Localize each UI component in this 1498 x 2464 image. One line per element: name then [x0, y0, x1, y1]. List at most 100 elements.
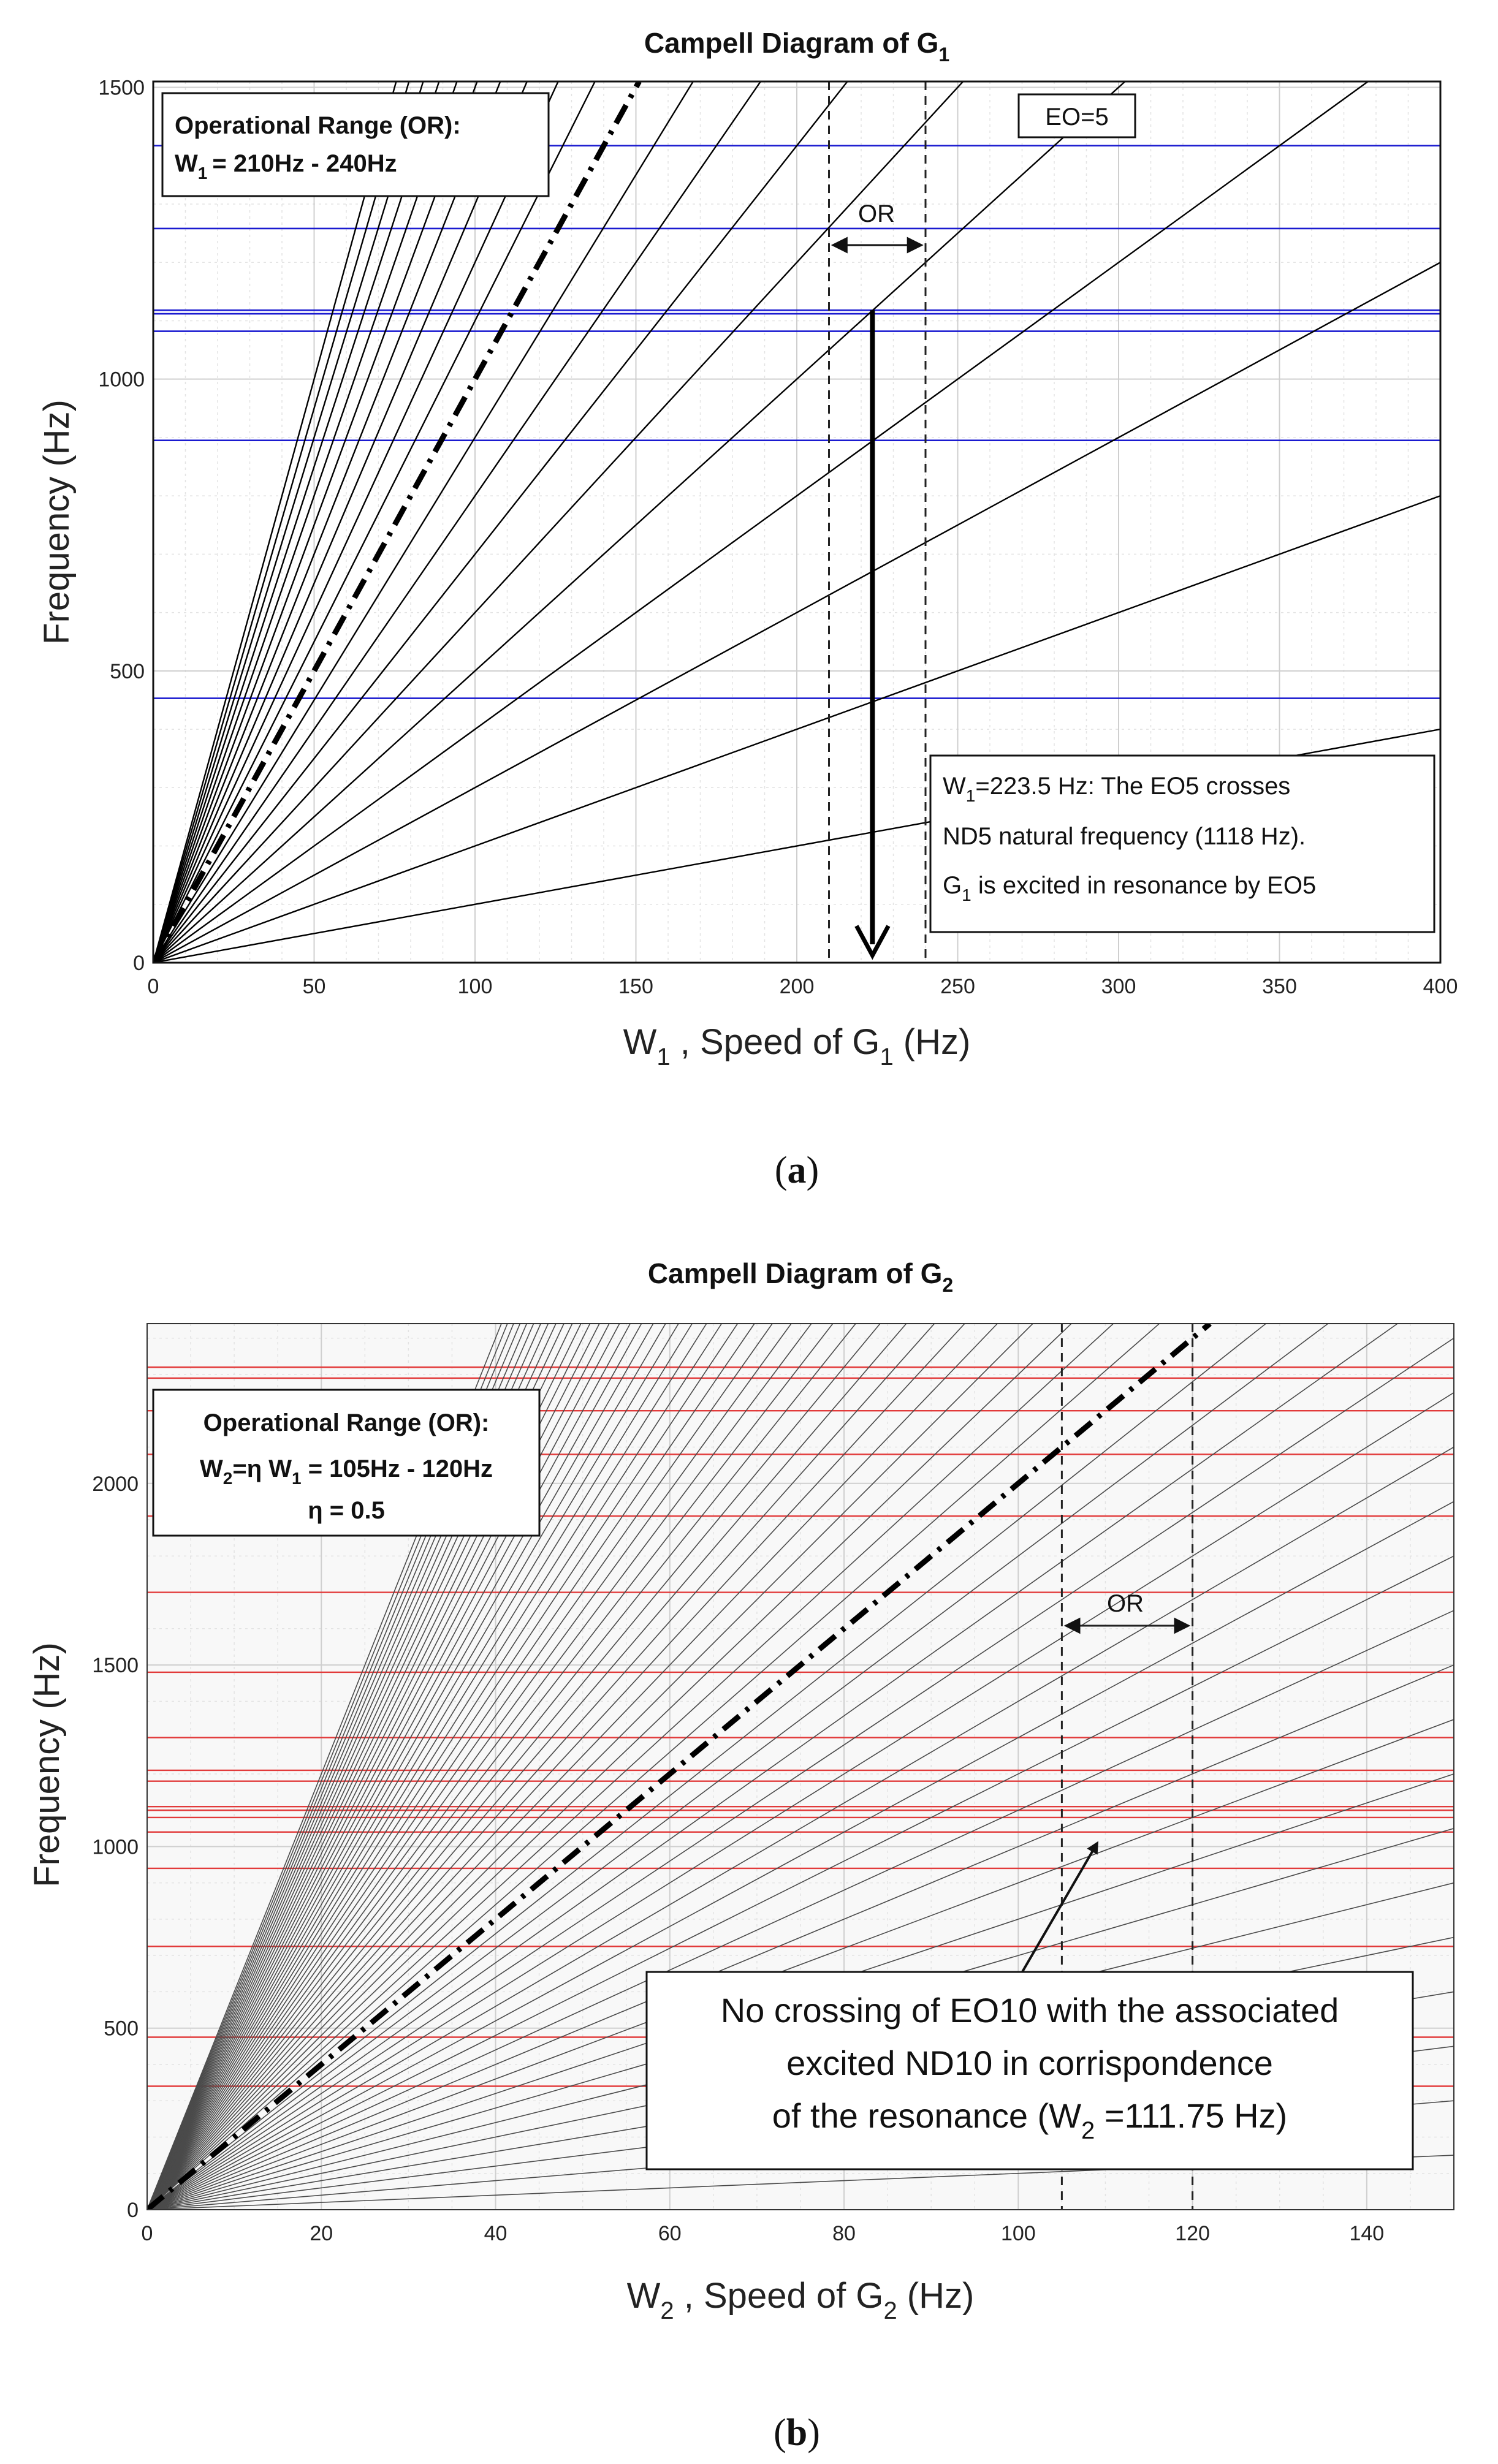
resonance-arrow-head-a: [854, 925, 891, 960]
or-box-b-line2: W2=η W1 = 105Hz - 120Hz: [200, 1455, 493, 1488]
y-tick-label-a: 1000: [98, 368, 145, 392]
engine-order-line-b: [147, 1324, 1033, 2210]
y-tick-label-b: 500: [104, 2017, 139, 2041]
plot-frame-a: [152, 80, 1442, 964]
engine-order-line-a: [153, 82, 501, 963]
engine-order-line-a: [153, 82, 458, 963]
engine-order-line-b: [147, 1324, 693, 2210]
engine-order-line-b: [147, 1338, 1454, 2210]
tick-labels-b: 0 20 40 60 80 100 120 140 0 500 1000 1500 2000: [92, 1473, 1384, 2245]
engine-order-line-b: [147, 1324, 812, 2210]
engine-order-line-b: [147, 1324, 755, 2210]
highlighted-engine-order-line-a: [153, 82, 642, 963]
note-a-line1: W1=223.5 Hz: The EO5 crosses: [943, 773, 1290, 805]
operational-range-box-a: Operational Range (OR): W1 = 210Hz - 240H…: [161, 92, 550, 197]
engine-order-line-b: [147, 1324, 907, 2210]
engine-order-line-b: [147, 1392, 1454, 2210]
engine-order-line-a: [153, 82, 528, 963]
chart-title-a: Campell Diagram of G1: [644, 27, 949, 66]
engine-order-line-b: [147, 1324, 935, 2210]
engine-order-line-a: [153, 82, 694, 963]
engine-order-line-b: [147, 1324, 642, 2210]
chart-title-b: Campell Diagram of G2: [648, 1257, 953, 1296]
engine-order-line-a: [153, 82, 848, 963]
x-tick-label-a: 400: [1423, 975, 1458, 998]
or-box-a-line2: W1 = 210Hz - 240Hz: [175, 150, 397, 183]
engine-order-line-b: [147, 1324, 834, 2210]
operational-range-box-b: Operational Range (OR): W2=η W1 = 105Hz …: [152, 1389, 541, 1537]
x-tick-label-a: 100: [458, 975, 493, 998]
engine-order-line-b: [147, 1324, 998, 2210]
note-a-line3: G1 is excited in resonance by EO5: [943, 872, 1316, 904]
engine-order-line-b: [147, 1324, 1329, 2210]
x-tick-label-b: 100: [1001, 2222, 1036, 2245]
x-tick-label-b: 40: [484, 2222, 508, 2245]
x-tick-label-b: 60: [658, 2222, 682, 2245]
resonance-note-b: No crossing of EO10 with the associated …: [645, 1971, 1414, 2170]
note-b-line3: of the resonance (W2 =111.75 Hz): [772, 2096, 1287, 2144]
engine-order-line-b: [147, 1324, 1266, 2210]
engine-order-line-b: [147, 1324, 1114, 2210]
engine-order-line-b: [147, 1324, 965, 2210]
y-tick-label-a: 500: [110, 660, 145, 683]
note-a-line2: ND5 natural frequency (1118 Hz).: [943, 823, 1306, 850]
engine-order-line-b: [147, 1324, 631, 2210]
x-tick-label-a: 50: [303, 975, 326, 998]
engine-order-line-a: [153, 82, 397, 963]
or-arrow-label-a: OR: [858, 200, 895, 227]
resonance-arrow-a: [854, 310, 891, 960]
tick-labels-a: 0 50 100 150 200 250 300 350 400 0 500 1000 1500: [98, 77, 1458, 998]
x-tick-label-a: 200: [780, 975, 815, 998]
engine-order-line-b: [147, 1664, 1454, 2210]
engine-order-line-a: [153, 262, 1440, 963]
natural-frequency-lines-a: [153, 145, 1440, 699]
note-b-line1: No crossing of EO10 with the associated: [721, 1991, 1339, 2030]
engine-order-line-b: [147, 1324, 707, 2210]
engine-order-line-b: [147, 1324, 773, 2210]
x-tick-label-a: 350: [1262, 975, 1297, 998]
engine-order-line-b: [147, 1324, 679, 2210]
x-tick-label-a: 0: [148, 975, 159, 998]
y-tick-label-a: 0: [133, 952, 145, 975]
note-b-line2: excited ND10 in corrispondence: [786, 2044, 1273, 2082]
engine-order-line-a: [153, 82, 559, 963]
engine-order-line-a: [153, 82, 440, 963]
y-axis-label-b: Frequency (Hz): [27, 1642, 67, 1887]
resonance-note-a: W1=223.5 Hz: The EO5 crosses ND5 natural…: [929, 754, 1435, 933]
engine-order-line-b: [147, 1555, 1454, 2210]
pointer-arrow-b: [1017, 1841, 1099, 1979]
y-tick-label-b: 1500: [92, 1654, 139, 1677]
engine-order-line-a: [153, 82, 478, 963]
engine-order-lines-a: [153, 82, 1440, 963]
x-tick-label-a: 150: [618, 975, 653, 998]
engine-order-line-b: [147, 1324, 1072, 2210]
engine-order-line-b: [147, 1501, 1454, 2210]
or-box-b-line3: η = 0.5: [308, 1497, 385, 1524]
x-axis-label-b: W2 , Speed of G2 (Hz): [627, 2276, 975, 2324]
x-tick-label-a: 300: [1101, 975, 1136, 998]
or-box-b-line1: Operational Range (OR):: [203, 1409, 490, 1436]
x-tick-label-b: 0: [142, 2222, 153, 2245]
chart-b: 0 20 40 60 80 100 120 140 0 500 1000 1500 2000 Campe…: [27, 1257, 1454, 2454]
y-axis-label-a: Frequency (Hz): [37, 400, 77, 645]
engine-order-line-a: [153, 82, 1369, 963]
engine-order-line-b: [147, 1324, 792, 2210]
engine-order-line-a: [153, 82, 761, 963]
engine-order-line-a: [153, 82, 424, 963]
plot-frame-b: [146, 1323, 1454, 2210]
engine-order-line-a: [153, 82, 596, 963]
engine-order-line-b: [147, 1324, 1160, 2210]
caption-b: (b): [774, 2412, 820, 2454]
x-tick-label-b: 20: [310, 2222, 333, 2245]
chart-a: 0 50 100 150 200 250 300 350 400 0 500 1000 1500 Cam…: [37, 27, 1458, 1191]
engine-order-line-b: [147, 1324, 654, 2210]
engine-order-line-b: [147, 1324, 620, 2210]
engine-order-line-b: [147, 1324, 1398, 2210]
y-tick-label-a: 1500: [98, 77, 145, 100]
engine-order-line-b: [147, 1324, 739, 2210]
engine-order-line-a: [153, 82, 964, 963]
y-tick-label-b: 0: [127, 2199, 139, 2222]
caption-a: (a): [775, 1150, 819, 1191]
eo5-label-a: EO=5: [1017, 93, 1136, 138]
